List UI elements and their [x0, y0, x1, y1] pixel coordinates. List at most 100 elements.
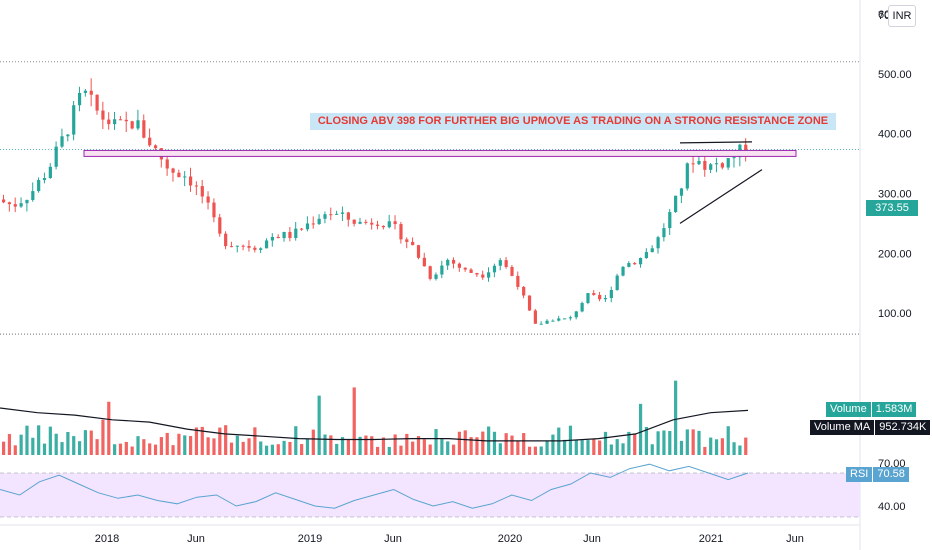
grid-layer [0, 0, 861, 550]
time-tick-label: 2018 [95, 533, 119, 545]
volume-bar [142, 439, 146, 455]
time-tick-label: 2021 [699, 533, 723, 545]
candle-body [510, 266, 514, 276]
candle-body [153, 145, 158, 149]
candle-body [422, 257, 426, 267]
volume-bar [457, 431, 462, 455]
candle-body [457, 263, 462, 268]
candle-body [580, 302, 584, 312]
candle-body [335, 213, 339, 215]
volume-bar [580, 440, 584, 455]
volume-bar [130, 446, 134, 455]
candle-body [621, 266, 625, 276]
rsi-legend[interactable]: RSI 70.58 [846, 467, 909, 482]
volume-bar [627, 431, 631, 455]
candle-body [89, 90, 93, 95]
volume-bar [329, 435, 333, 455]
candle-body [691, 163, 695, 165]
candle-body [294, 228, 298, 238]
candle-body [434, 274, 438, 279]
volume-bar [574, 440, 578, 455]
volume-ma-value: 952.734K [874, 420, 931, 435]
candle-body [387, 221, 391, 228]
volume-bar [300, 444, 304, 455]
price-tick-label: 200.00 [878, 248, 912, 260]
candle-body [31, 191, 35, 200]
volume-bar [259, 441, 263, 455]
volume-bar [206, 437, 210, 455]
volume-bar [153, 444, 158, 455]
candle-body [475, 272, 479, 275]
candle-body [481, 274, 485, 278]
candle-body [609, 290, 613, 299]
volume-bar [498, 443, 502, 455]
volume-bar [13, 445, 17, 455]
price-tick-label: 400.00 [878, 129, 912, 141]
volume-bar [463, 430, 467, 455]
candle-body [148, 137, 152, 146]
time-tick-label: Jun [583, 533, 601, 545]
volume-bar [720, 438, 724, 455]
candle-body [37, 180, 41, 192]
volume-bar [633, 434, 637, 455]
volume-bar [638, 403, 643, 455]
volume-bar [101, 419, 105, 455]
candle-body [358, 221, 362, 224]
candle-body [633, 263, 637, 265]
candle-body [399, 224, 403, 240]
volume-bar [288, 441, 292, 455]
volume-bar [148, 443, 152, 455]
volume-panel [0, 380, 749, 455]
volume-bar [393, 434, 397, 455]
volume-bar [621, 443, 625, 455]
volume-bar [545, 441, 549, 455]
volume-bar [136, 436, 140, 455]
volume-bar [253, 427, 257, 455]
volume-bar [194, 427, 199, 455]
volume-value: 1.583M [870, 402, 917, 417]
volume-bar [370, 436, 374, 455]
volume-bar [744, 437, 748, 455]
volume-bar [224, 425, 228, 455]
volume-bar [726, 426, 730, 455]
volume-bar [451, 444, 456, 455]
candle-body [522, 286, 526, 296]
volume-bar [346, 439, 350, 455]
time-tick-label: 2020 [498, 533, 522, 545]
volume-bar [171, 445, 175, 455]
currency-button[interactable]: INR [888, 5, 916, 27]
candle-body [340, 212, 345, 214]
candle-body [598, 294, 602, 300]
volume-bar [527, 446, 532, 455]
candle-body [446, 259, 450, 266]
volume-ma-legend[interactable]: Volume MA 952.734K [810, 420, 931, 435]
candle-body [48, 166, 52, 179]
candle-body [95, 94, 99, 111]
volume-bar [492, 431, 497, 455]
candle-body [124, 119, 128, 122]
candle-body [253, 247, 257, 250]
volume-legend[interactable]: Volume 1.583M [826, 402, 917, 417]
volume-bar [714, 439, 719, 455]
candle-body [732, 157, 736, 159]
candle-body [66, 134, 70, 137]
price-tick-label: 70 [878, 10, 890, 22]
time-axis: 2018 Jun 2019 Jun 2020 Jun 2021 Jun [95, 533, 804, 545]
volume-bar [282, 440, 286, 455]
volume-bar [533, 446, 537, 455]
volume-bar [469, 437, 473, 455]
candle-body [282, 232, 286, 239]
volume-bar [592, 439, 596, 455]
candle-body [2, 199, 6, 203]
candle-body [650, 248, 654, 253]
time-tick-label: Jun [187, 533, 205, 545]
candle-body [247, 246, 251, 248]
breakout-trendline [679, 141, 753, 144]
candle-body [714, 163, 719, 165]
volume-bar [118, 443, 123, 455]
candle-body [19, 203, 23, 207]
volume-bar [241, 441, 245, 455]
candle-body [177, 172, 181, 178]
volume-bar [644, 426, 649, 455]
volume-bar [685, 429, 689, 455]
